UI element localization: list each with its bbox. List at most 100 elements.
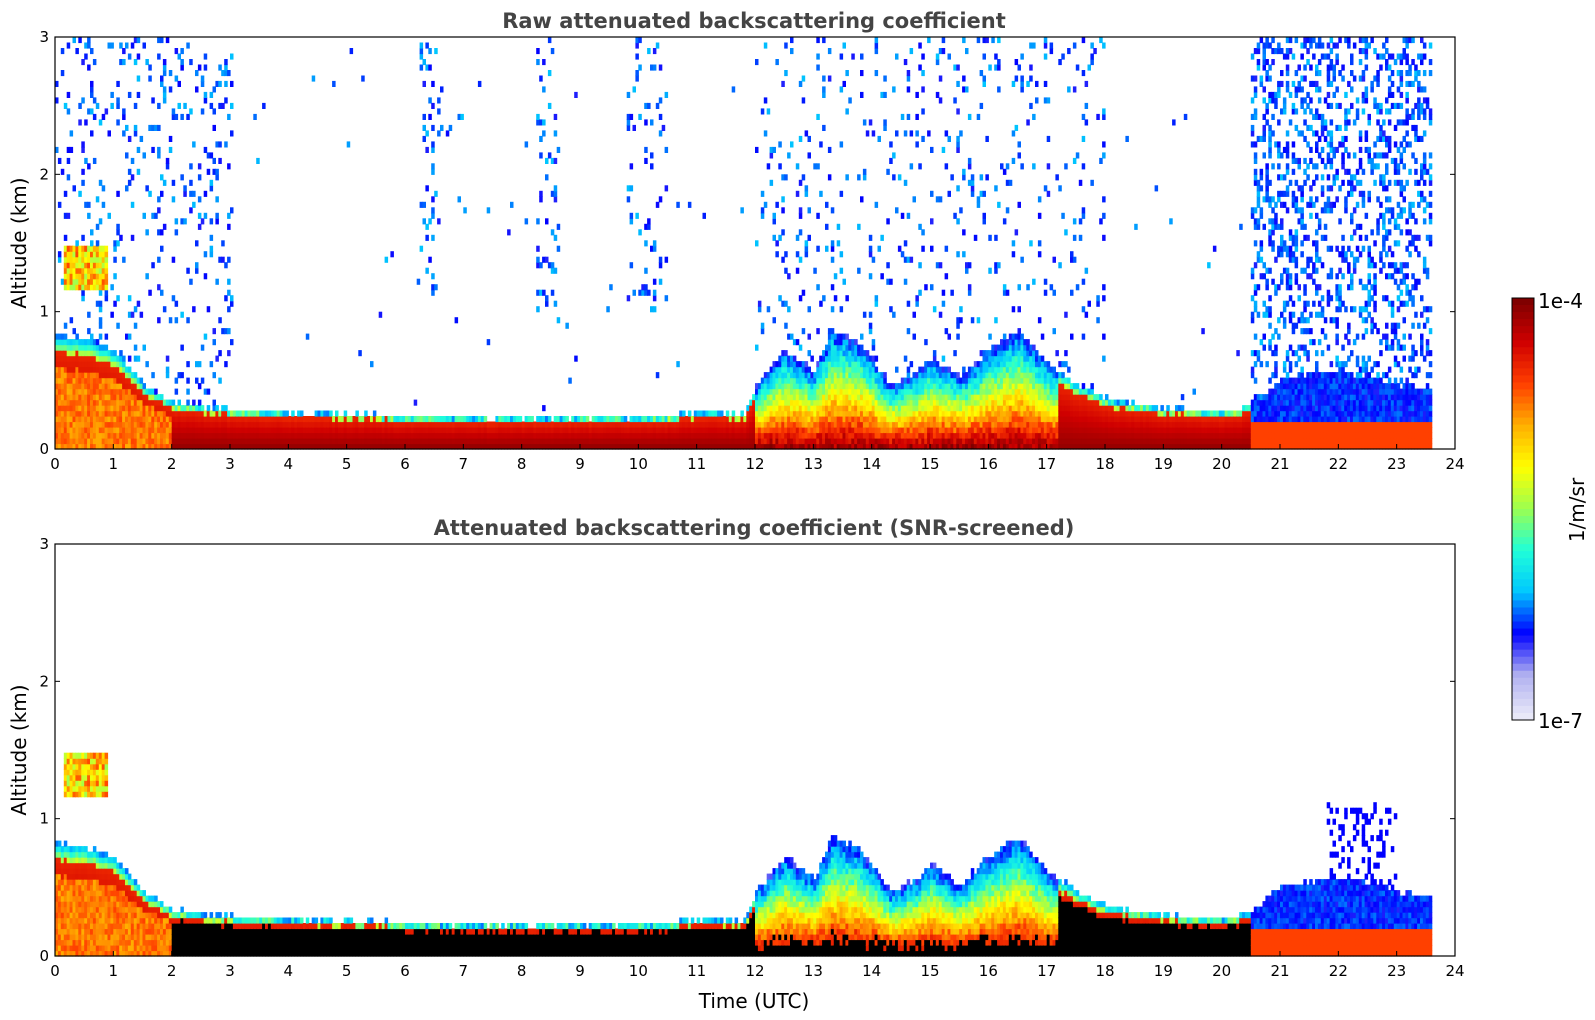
x-tick-label: 16 — [979, 962, 998, 980]
x-tick-label: 15 — [920, 962, 939, 980]
x-tick-label: 0 — [50, 962, 60, 980]
colorbar-step — [1512, 544, 1534, 552]
colorbar-step — [1512, 494, 1534, 503]
x-tick-label: 16 — [979, 455, 998, 473]
colorbar-step — [1512, 691, 1534, 700]
x-tick-label: 1 — [109, 962, 119, 980]
x-tick-label: 9 — [575, 962, 585, 980]
x-tick-label: 9 — [575, 455, 585, 473]
colorbar-gradient — [1512, 298, 1534, 721]
colorbar-step — [1512, 600, 1534, 608]
x-tick-label: 10 — [629, 962, 648, 980]
x-tick-label: 19 — [1154, 455, 1173, 473]
colorbar-step — [1512, 593, 1534, 601]
y-tick-label: 3 — [39, 535, 49, 553]
colorbar-step — [1512, 649, 1534, 658]
colorbar-step — [1512, 326, 1534, 334]
x-tick-label: 24 — [1445, 962, 1464, 980]
colorbar-step — [1512, 551, 1534, 559]
colorbar-step — [1512, 424, 1534, 433]
colorbar-step — [1512, 656, 1534, 665]
x-tick-label: 11 — [687, 962, 706, 980]
colorbar-step — [1512, 621, 1534, 630]
colorbar-step — [1512, 614, 1534, 623]
colorbar-step — [1512, 305, 1534, 313]
colorbar-step — [1512, 410, 1534, 419]
x-tick-label: 2 — [167, 455, 177, 473]
x-tick-label: 20 — [1212, 455, 1231, 473]
panel-screened-ylabel: Altitude (km) — [7, 684, 31, 815]
colorbar-step — [1512, 530, 1534, 538]
colorbar-step — [1512, 579, 1534, 587]
x-tick-label: 24 — [1445, 455, 1464, 473]
x-axis-label: Time (UTC) — [698, 989, 810, 1013]
colorbar-max-label: 1e-4 — [1538, 289, 1583, 313]
x-tick-label: 17 — [1037, 455, 1056, 473]
x-tick-label: 10 — [629, 455, 648, 473]
colorbar-step — [1512, 445, 1534, 454]
colorbar-step — [1512, 670, 1534, 679]
colorbar-step — [1512, 677, 1534, 686]
x-tick-label: 8 — [517, 455, 527, 473]
colorbar-step — [1512, 382, 1534, 390]
colorbar-step — [1512, 361, 1534, 369]
x-tick-label: 7 — [459, 455, 469, 473]
panel-screened-title: Attenuated backscattering coefficient (S… — [434, 516, 1075, 540]
colorbar-step — [1512, 473, 1534, 482]
y-tick-label: 1 — [39, 810, 49, 828]
x-tick-label: 6 — [400, 455, 410, 473]
panel-raw-ticks: 0 1 2 3 4 5 6 7 8 9 10 11 12 13 14 15 16 17 18 19 20 21 22 23 24… — [39, 28, 1464, 473]
colorbar-step — [1512, 698, 1534, 707]
y-tick-label: 0 — [39, 947, 49, 965]
x-tick-label: 23 — [1387, 962, 1406, 980]
colorbar-step — [1512, 312, 1534, 320]
colorbar-step — [1512, 558, 1534, 566]
y-tick-label: 2 — [39, 672, 49, 690]
y-tick-label: 0 — [39, 440, 49, 458]
colorbar-step — [1512, 635, 1534, 644]
colorbar-unit-label: 1/m/sr — [1565, 477, 1589, 542]
x-tick-label: 3 — [225, 455, 235, 473]
colorbar-step — [1512, 663, 1534, 672]
x-tick-label: 18 — [1095, 962, 1114, 980]
colorbar: 1e-4 1e-7 1/m/sr — [1511, 289, 1589, 733]
panel-screened-ticks: 0 1 2 3 4 5 6 7 8 9 10 11 12 13 14 15 16 17 18 19 20 21 22 23 24… — [39, 535, 1464, 980]
x-tick-label: 12 — [745, 455, 764, 473]
panel-raw-title: Raw attenuated backscattering coefficien… — [502, 9, 1006, 33]
x-tick-label: 4 — [284, 962, 294, 980]
x-tick-label: 3 — [225, 962, 235, 980]
colorbar-step — [1512, 586, 1534, 594]
colorbar-step — [1512, 523, 1534, 531]
x-tick-label: 11 — [687, 455, 706, 473]
x-tick-label: 1 — [109, 455, 119, 473]
colorbar-step — [1512, 403, 1534, 412]
colorbar-step — [1512, 565, 1534, 573]
colorbar-step — [1512, 501, 1534, 510]
panel-raw-heatmap — [55, 37, 1433, 450]
colorbar-step — [1512, 340, 1534, 348]
x-tick-label: 21 — [1270, 455, 1289, 473]
colorbar-step — [1512, 389, 1534, 397]
colorbar-frame — [1511, 297, 1535, 721]
x-tick-label: 13 — [804, 455, 823, 473]
colorbar-step — [1512, 705, 1534, 714]
x-tick-label: 17 — [1037, 962, 1056, 980]
x-tick-label: 2 — [167, 962, 177, 980]
colorbar-step — [1512, 319, 1534, 327]
colorbar-step — [1512, 642, 1534, 651]
colorbar-step — [1512, 368, 1534, 376]
colorbar-step — [1512, 480, 1534, 489]
colorbar-step — [1512, 298, 1534, 306]
x-tick-label: 23 — [1387, 455, 1406, 473]
colorbar-step — [1512, 509, 1534, 517]
colorbar-step — [1512, 572, 1534, 580]
x-tick-label: 14 — [862, 455, 881, 473]
colorbar-step — [1512, 487, 1534, 496]
x-tick-label: 13 — [804, 962, 823, 980]
x-tick-label: 21 — [1270, 962, 1289, 980]
x-tick-label: 18 — [1095, 455, 1114, 473]
colorbar-step — [1512, 333, 1534, 341]
y-tick-label: 1 — [39, 303, 49, 321]
x-tick-label: 8 — [517, 962, 527, 980]
